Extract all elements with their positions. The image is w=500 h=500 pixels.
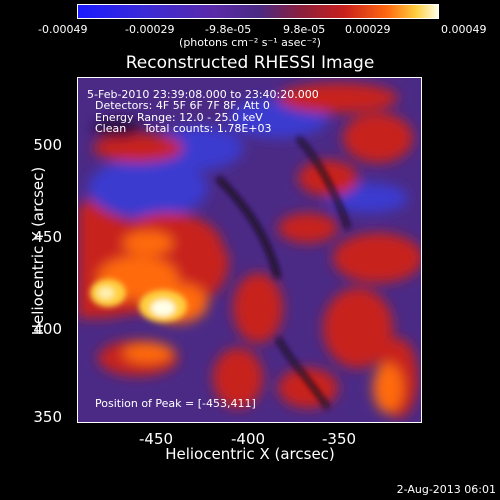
x-tick: -350 bbox=[322, 430, 357, 448]
clean-counts: Clean Total counts: 1.78E+03 bbox=[95, 122, 272, 135]
colorbar-tick: 0.00049 bbox=[441, 23, 487, 36]
y-tick: 500 bbox=[33, 136, 62, 154]
x-axis-label: Heliocentric X (arcsec) bbox=[165, 445, 335, 463]
colorbar-tick: 0.00029 bbox=[345, 23, 391, 36]
colorbar-tick: -0.00049 bbox=[38, 23, 88, 36]
colorbar-tick: -9.8e-05 bbox=[205, 23, 252, 36]
y-tick: 400 bbox=[33, 320, 62, 338]
y-tick: 450 bbox=[33, 228, 62, 246]
detectors-label: Detectors: 4F 5F 6F 7F 8F, Att 0 bbox=[95, 99, 270, 112]
colorbar-tick: 9.8e-05 bbox=[283, 23, 326, 36]
colorbar-units: (photons cm⁻² s⁻¹ asec⁻²) bbox=[179, 36, 321, 49]
time-range: 5-Feb-2010 23:39:08.000 to 23:40:20.000 bbox=[87, 88, 319, 101]
page-title: Reconstructed RHESSI Image bbox=[125, 53, 375, 73]
y-tick: 350 bbox=[33, 408, 62, 426]
x-tick: -450 bbox=[139, 430, 174, 448]
rhessi-image-map bbox=[78, 78, 421, 422]
y-axis-label: Heliocentric Y (arcsec) bbox=[29, 166, 47, 336]
peak-position: Position of Peak = [-453,411] bbox=[95, 397, 256, 410]
colorbar-tick: -0.00029 bbox=[125, 23, 175, 36]
x-tick: -400 bbox=[231, 430, 266, 448]
rhessi-image: 5-Feb-2010 23:39:08.000 to 23:40:20.000 … bbox=[77, 77, 422, 423]
colorbar bbox=[77, 4, 439, 19]
energy-range: Energy Range: 12.0 - 25.0 keV bbox=[95, 111, 263, 124]
timestamp: 2-Aug-2013 06:01 bbox=[396, 483, 496, 496]
